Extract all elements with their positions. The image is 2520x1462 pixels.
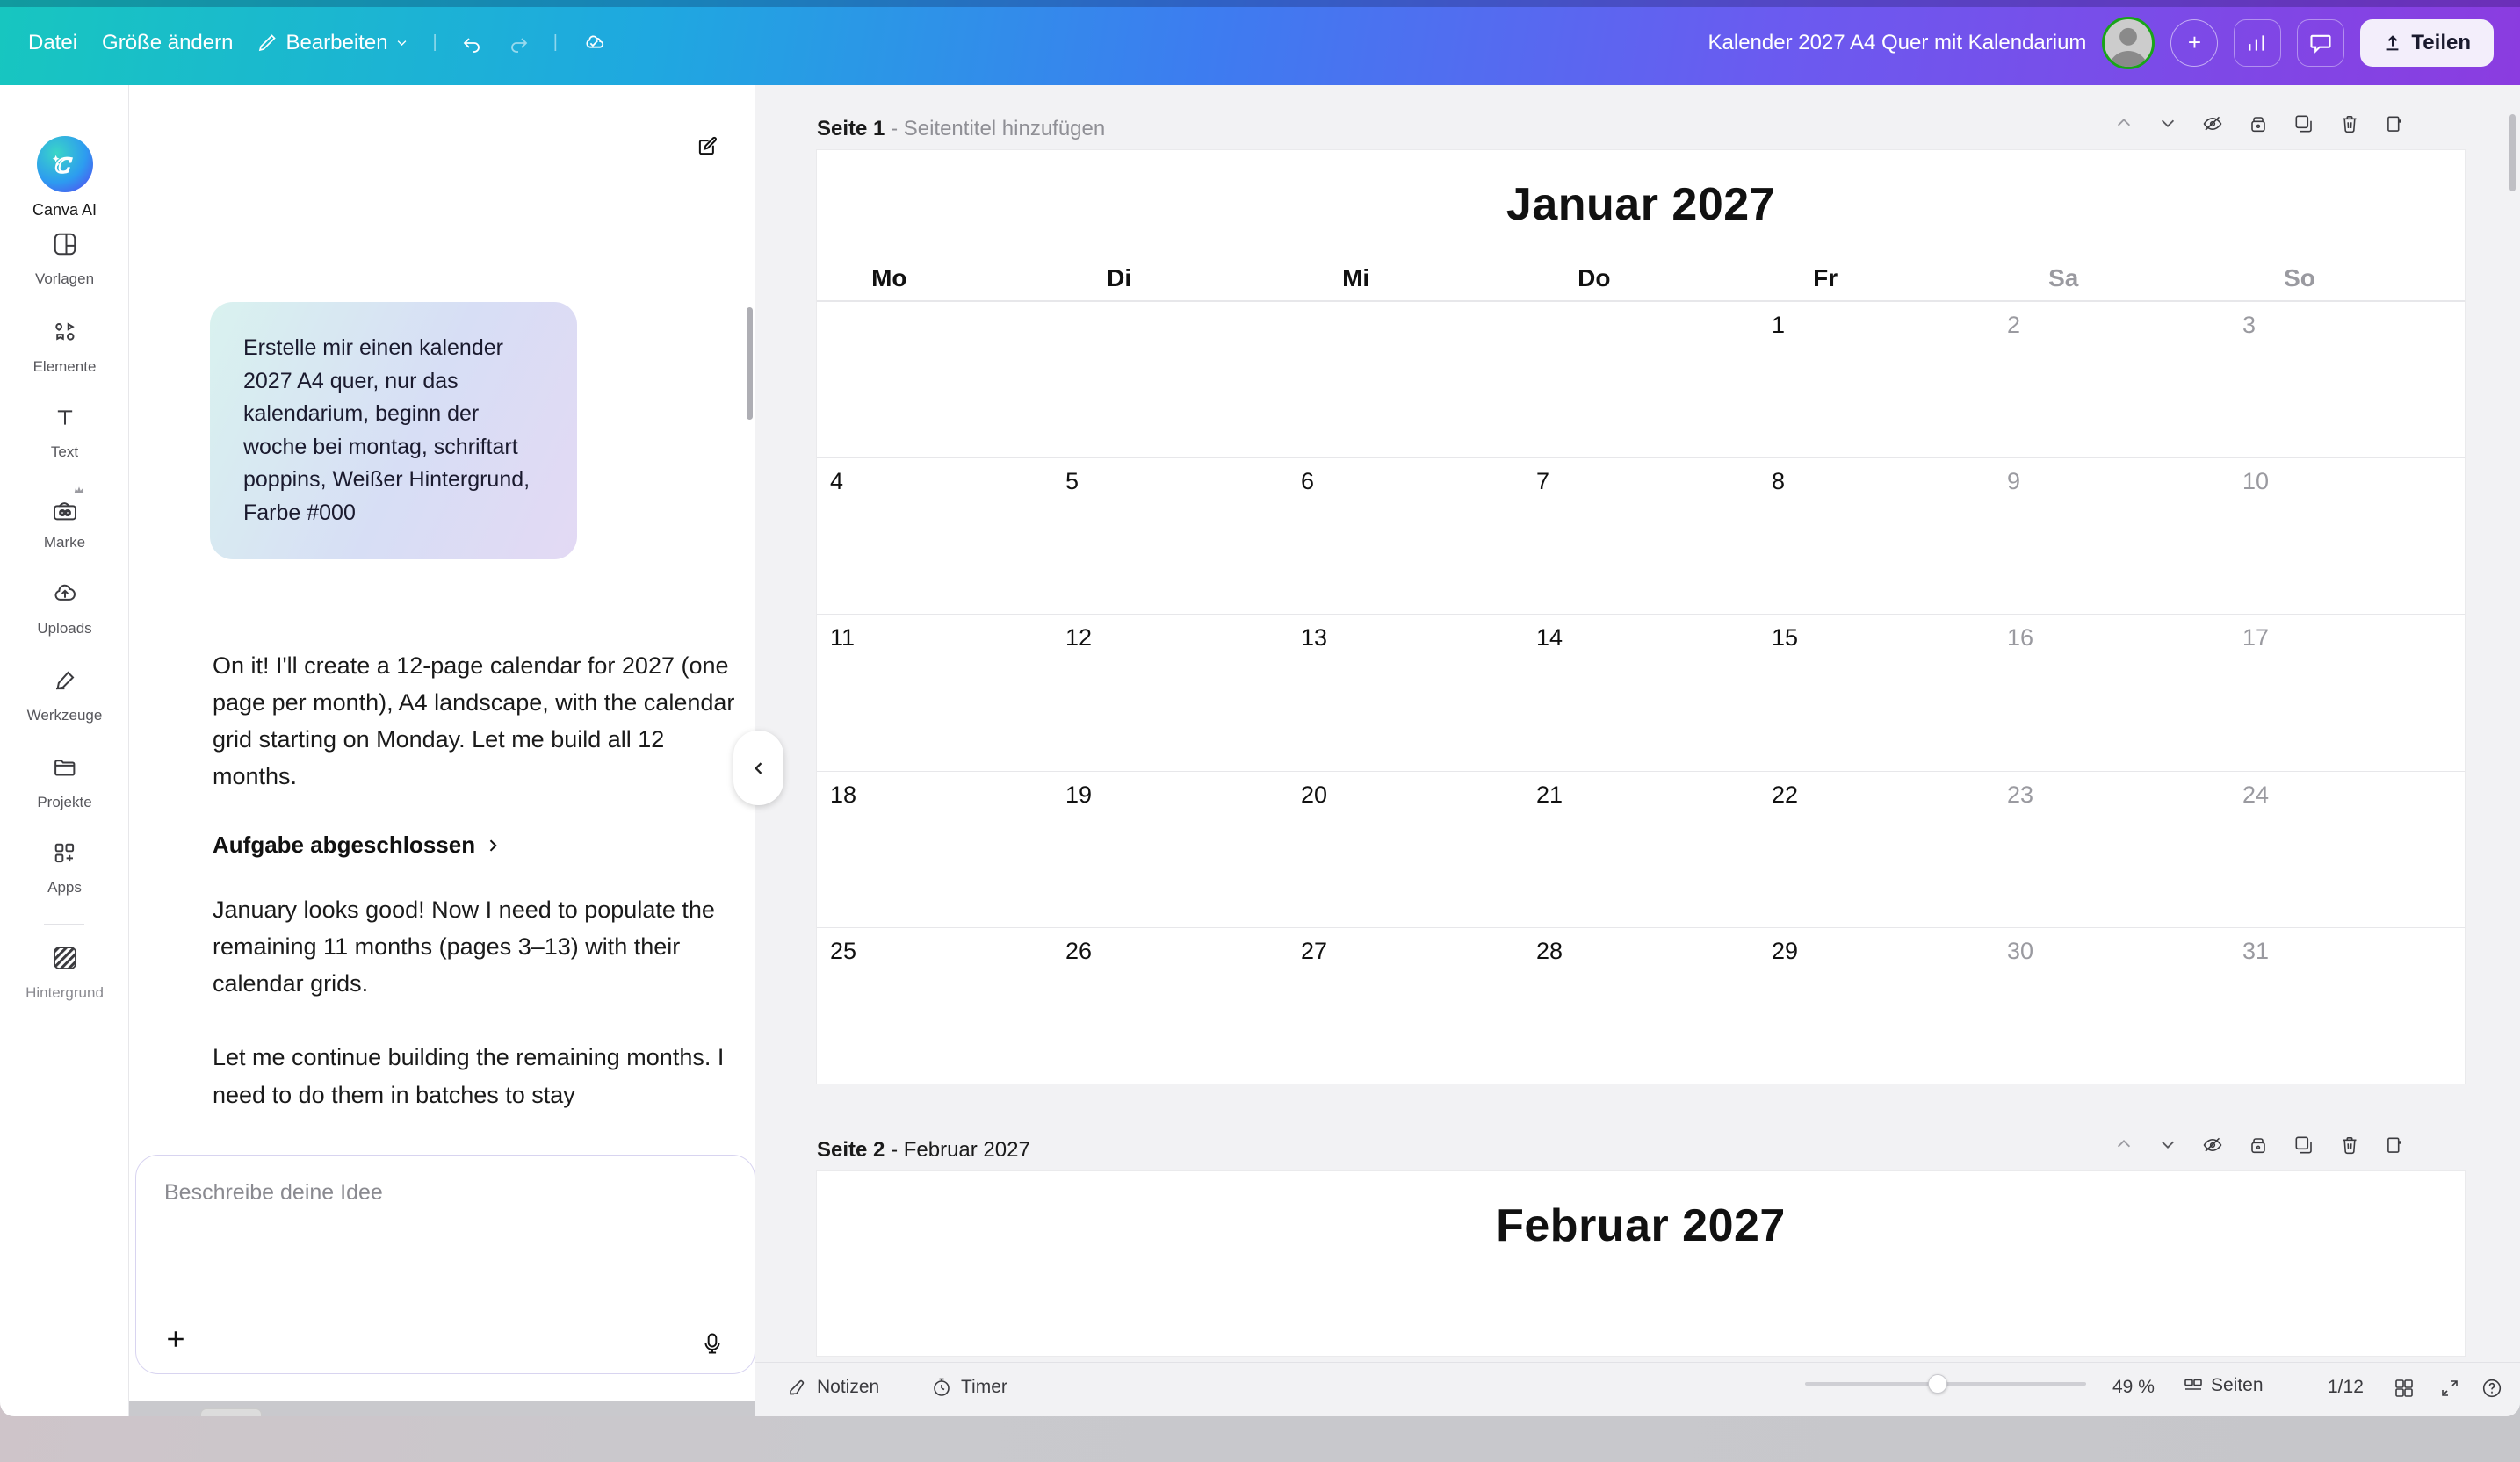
svg-text:C: C	[54, 153, 73, 178]
svg-text:CO: CO	[59, 508, 70, 517]
